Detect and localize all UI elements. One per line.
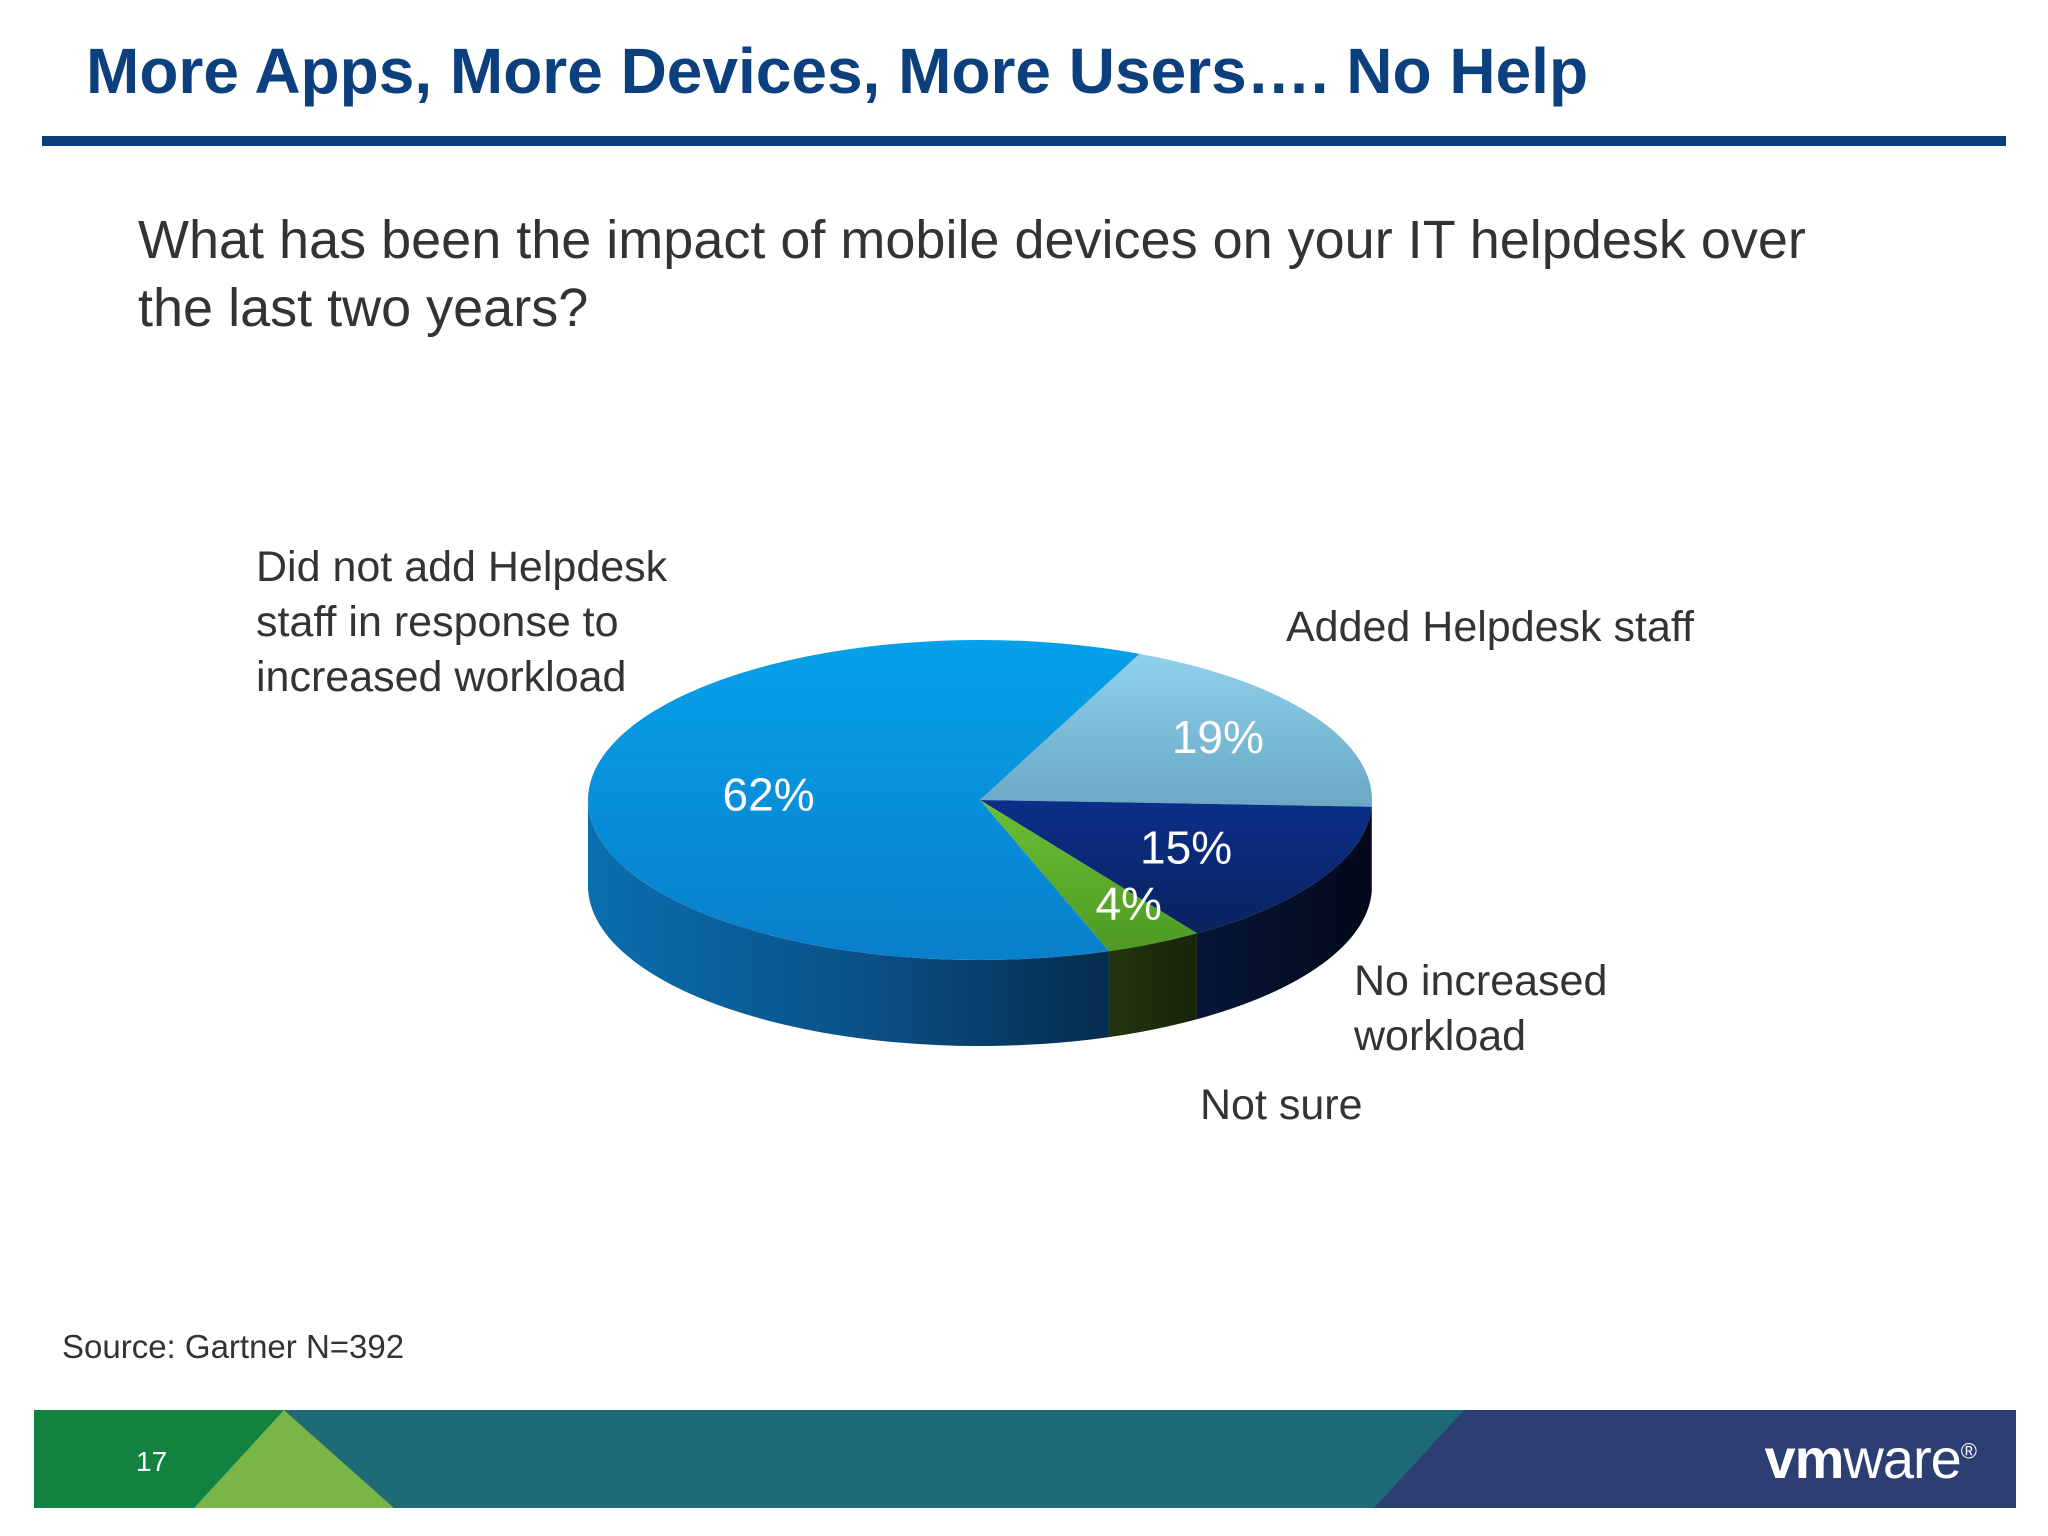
- label-not-sure-line-1: Not sure: [1200, 1081, 1363, 1129]
- label-added-staff-line-1: Added Helpdesk staff: [1286, 603, 1694, 651]
- label-did-not-add: Did not add Helpdesk staff in response t…: [256, 540, 667, 705]
- pie-slice-did-not-add: [588, 640, 1140, 961]
- survey-question: What has been the impact of mobile devic…: [138, 210, 1806, 338]
- label-no-increase: No increased workload: [1354, 954, 1607, 1064]
- pie-value-label-did-not-add: 62%: [723, 768, 815, 820]
- pie-side-no-increase: [1196, 806, 1372, 1020]
- pie-side-did-not-add: [588, 800, 1109, 1046]
- footer-graphic: [34, 1410, 2016, 1508]
- page-number: 17: [136, 1446, 168, 1477]
- slide-title: More Apps, More Devices, More Users…. No…: [86, 35, 1589, 107]
- pie-slice-not-sure: [980, 800, 1197, 952]
- pie-value-label-not-sure: 4%: [1095, 878, 1161, 930]
- pie-slice-added-staff: [980, 653, 1372, 807]
- label-not-sure: Not sure: [1200, 1078, 1363, 1133]
- pie-slice-no-increase: [980, 800, 1372, 934]
- label-did-not-add-line-2: staff in response to: [256, 598, 619, 646]
- footer-bar: 17 vmware®: [34, 1410, 2016, 1508]
- vmware-logo: vmware®: [1764, 1427, 1977, 1490]
- source-note: Source: Gartner N=392: [62, 1328, 405, 1365]
- title-rule: [42, 136, 2006, 146]
- label-no-increase-line-1: No increased: [1354, 957, 1608, 1005]
- label-added-staff: Added Helpdesk staff: [1286, 600, 1694, 655]
- label-did-not-add-line-3: increased workload: [256, 653, 627, 701]
- label-did-not-add-line-1: Did not add Helpdesk: [256, 543, 668, 591]
- pie-value-label-added-staff: 19%: [1172, 711, 1264, 763]
- pie-value-label-no-increase: 15%: [1140, 822, 1232, 874]
- pie-side-not-sure: [1108, 933, 1197, 1038]
- label-no-increase-line-2: workload: [1354, 1012, 1527, 1060]
